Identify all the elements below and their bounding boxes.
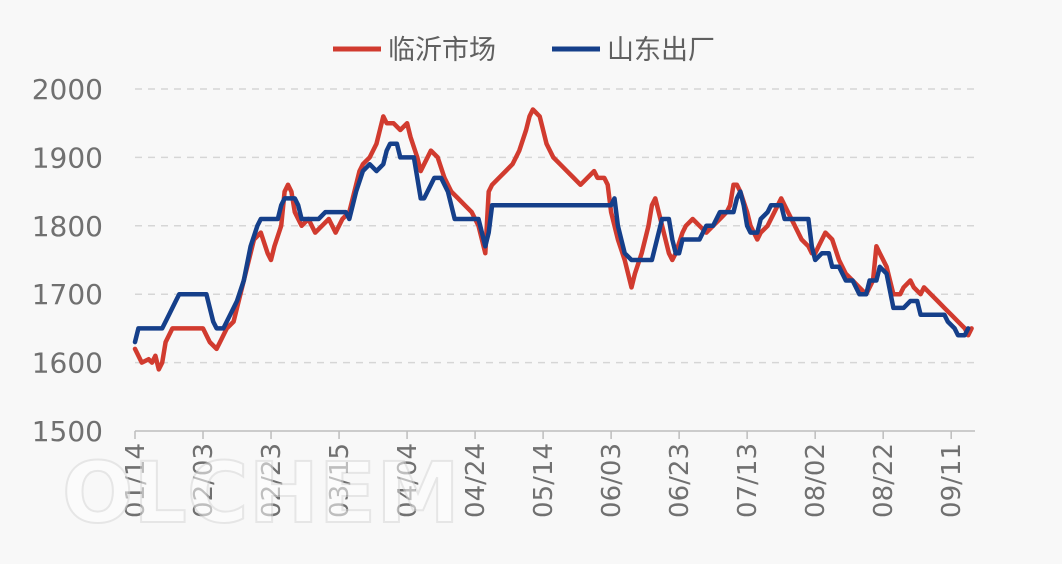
x-tick-label: 08/02 — [801, 443, 831, 518]
y-tick-label: 1800 — [32, 210, 103, 243]
series-line-shandong-factory — [132, 141, 971, 345]
x-tick-label: 05/14 — [529, 443, 559, 518]
y-tick-label: 1700 — [32, 278, 103, 311]
x-tick-label: 02/03 — [189, 443, 219, 518]
x-tick-label: 06/23 — [665, 443, 695, 518]
x-tick-label: 04/04 — [393, 443, 423, 518]
series-lines — [132, 107, 974, 372]
axes: 1500 1600 1700 1800 1900 2000 01/14 02/03 02/23 0… — [32, 73, 975, 518]
legend: 临沂市场 山东出厂 — [333, 35, 715, 66]
x-tick-label: 03/15 — [325, 443, 355, 518]
legend-label: 临沂市场 — [388, 35, 496, 66]
grid — [135, 88, 975, 364]
watermark-logo: OLCHEM — [62, 444, 460, 542]
y-tick-label: 1500 — [32, 415, 103, 448]
x-tick-label: 08/22 — [869, 443, 899, 518]
x-tick-label: 02/23 — [257, 443, 287, 518]
x-tick-label: 09/11 — [937, 443, 967, 518]
y-tick-label: 1600 — [32, 347, 103, 380]
legend-label: 山东出厂 — [607, 35, 715, 66]
x-tick-label: 06/03 — [597, 443, 627, 518]
y-tick-label: 2000 — [32, 73, 103, 106]
series-line-linyi-market — [132, 107, 974, 372]
y-tick-label: 1900 — [32, 141, 103, 174]
x-tick-label: 04/24 — [461, 443, 491, 518]
x-tick-label: 01/14 — [121, 443, 151, 518]
x-tick-label: 07/13 — [733, 443, 763, 518]
